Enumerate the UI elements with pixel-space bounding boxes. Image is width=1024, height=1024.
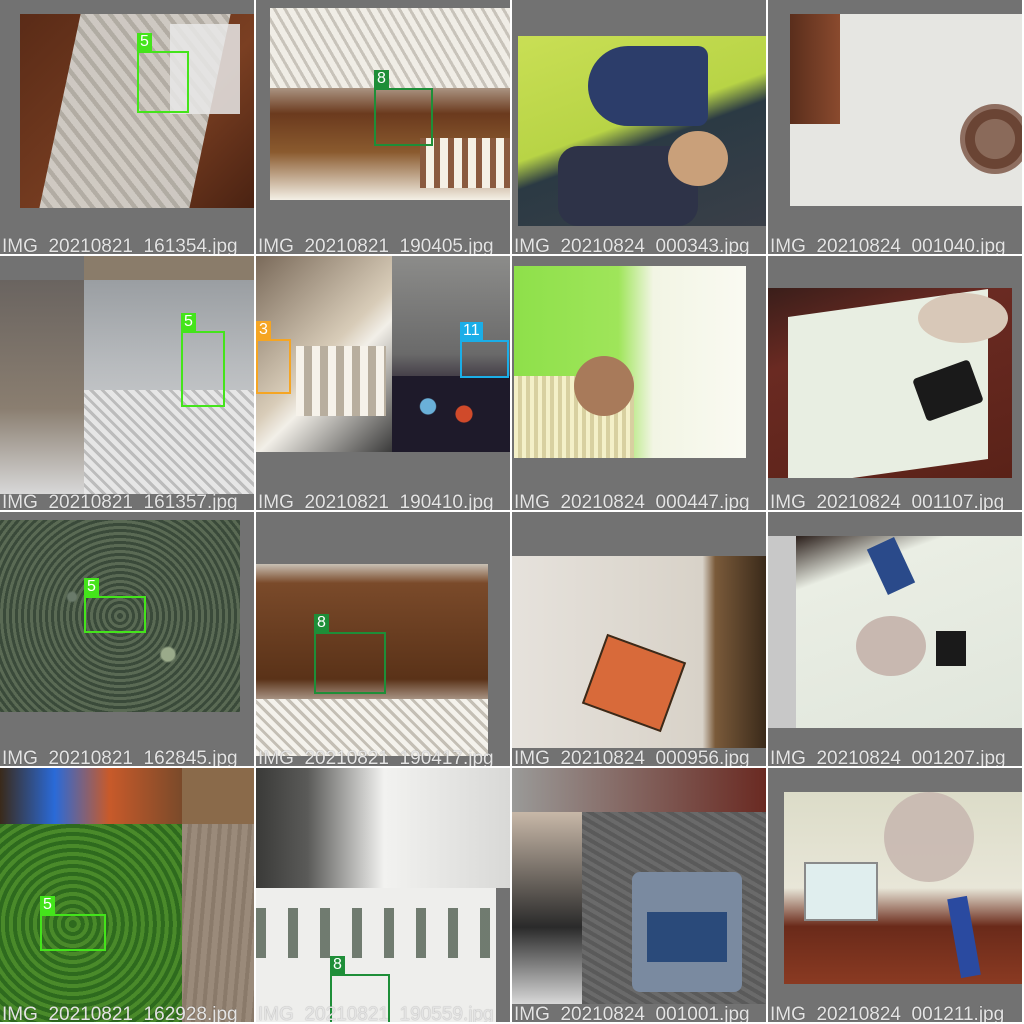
photo <box>784 792 1022 984</box>
photo <box>182 768 254 824</box>
detection-box: 8 <box>330 956 390 1022</box>
image-tile[interactable]: IMG_20210824_001001.jpg <box>512 768 768 1024</box>
filename-label: IMG_20210821_162928.jpg <box>2 1004 238 1024</box>
image-tile[interactable]: IMG_20210824_000447.jpg <box>512 256 768 512</box>
photo <box>256 256 392 452</box>
image-tile[interactable]: 5 IMG_20210821_162928.jpg <box>0 768 256 1024</box>
detection-box: 5 <box>181 313 225 407</box>
photo <box>256 768 510 888</box>
filename-label: IMG_20210824_000343.jpg <box>514 236 750 256</box>
image-tile[interactable]: 5 IMG_20210821_162845.jpg <box>0 512 256 768</box>
photo <box>84 256 254 280</box>
image-tile[interactable]: 3 11 IMG_20210821_190410.jpg <box>256 256 512 512</box>
image-tile[interactable]: IMG_20210824_001107.jpg <box>768 256 1024 512</box>
image-tile[interactable]: 5 IMG_20210821_161354.jpg <box>0 0 256 256</box>
image-tile[interactable]: 5 IMG_20210821_161357.jpg <box>0 256 256 512</box>
filename-label: IMG_20210821_190417.jpg <box>258 748 494 768</box>
photo <box>182 824 254 1022</box>
photo <box>796 536 1022 728</box>
photo <box>256 888 496 1022</box>
detection-box: 3 <box>256 321 291 394</box>
photo <box>270 8 510 200</box>
filename-label: IMG_20210824_001211.jpg <box>770 1004 1005 1024</box>
filename-label: IMG_20210824_001001.jpg <box>514 1004 750 1024</box>
class-label: 11 <box>460 322 483 340</box>
photo <box>0 520 240 712</box>
filename-label: IMG_20210824_001040.jpg <box>770 236 1006 256</box>
filename-label: IMG_20210821_190559.jpg <box>258 1004 494 1024</box>
image-tile[interactable]: IMG_20210824_000343.jpg <box>512 0 768 256</box>
class-label: 5 <box>40 896 55 914</box>
detection-box: 5 <box>40 896 106 951</box>
photo <box>768 288 1012 478</box>
class-label: 5 <box>137 33 152 51</box>
photo <box>0 768 182 824</box>
filename-label: IMG_20210824_001107.jpg <box>770 492 1005 512</box>
photo <box>514 266 746 458</box>
photo <box>582 812 766 1004</box>
image-tile[interactable]: IMG_20210824_000956.jpg <box>512 512 768 768</box>
image-tile[interactable]: 8 IMG_20210821_190559.jpg <box>256 768 512 1024</box>
class-label: 8 <box>374 70 389 88</box>
detection-box: 5 <box>84 578 146 633</box>
photo <box>392 256 510 452</box>
image-tile[interactable]: IMG_20210824_001040.jpg <box>768 0 1024 256</box>
photo <box>0 824 182 1022</box>
photo <box>512 812 582 1004</box>
photo <box>512 556 766 748</box>
filename-label: IMG_20210821_162845.jpg <box>2 748 238 768</box>
photo <box>518 36 766 226</box>
image-tile[interactable]: IMG_20210824_001211.jpg <box>768 768 1024 1024</box>
filename-label: IMG_20210821_161354.jpg <box>2 236 238 256</box>
photo <box>768 536 796 728</box>
filename-label: IMG_20210824_000956.jpg <box>514 748 750 768</box>
detection-box: 5 <box>137 33 189 113</box>
photo <box>790 14 1022 206</box>
class-label: 3 <box>256 321 271 339</box>
photo <box>0 280 84 494</box>
image-tile[interactable]: IMG_20210824_001207.jpg <box>768 512 1024 768</box>
filename-label: IMG_20210824_001207.jpg <box>770 748 1006 768</box>
photo <box>512 768 766 812</box>
class-label: 5 <box>181 313 196 331</box>
detection-box: 11 <box>460 322 509 378</box>
class-label: 8 <box>314 614 329 632</box>
photo <box>256 564 488 756</box>
filename-label: IMG_20210824_000447.jpg <box>514 492 750 512</box>
image-tile[interactable]: 8 IMG_20210821_190405.jpg <box>256 0 512 256</box>
detection-box: 8 <box>314 614 386 694</box>
filename-label: IMG_20210821_190410.jpg <box>258 492 494 512</box>
detection-box: 8 <box>374 70 433 146</box>
photo <box>84 280 254 494</box>
filename-label: IMG_20210821_190405.jpg <box>258 236 494 256</box>
class-label: 8 <box>330 956 345 974</box>
filename-label: IMG_20210821_161357.jpg <box>2 492 238 512</box>
class-label: 5 <box>84 578 99 596</box>
image-tile[interactable]: 8 IMG_20210821_190417.jpg <box>256 512 512 768</box>
